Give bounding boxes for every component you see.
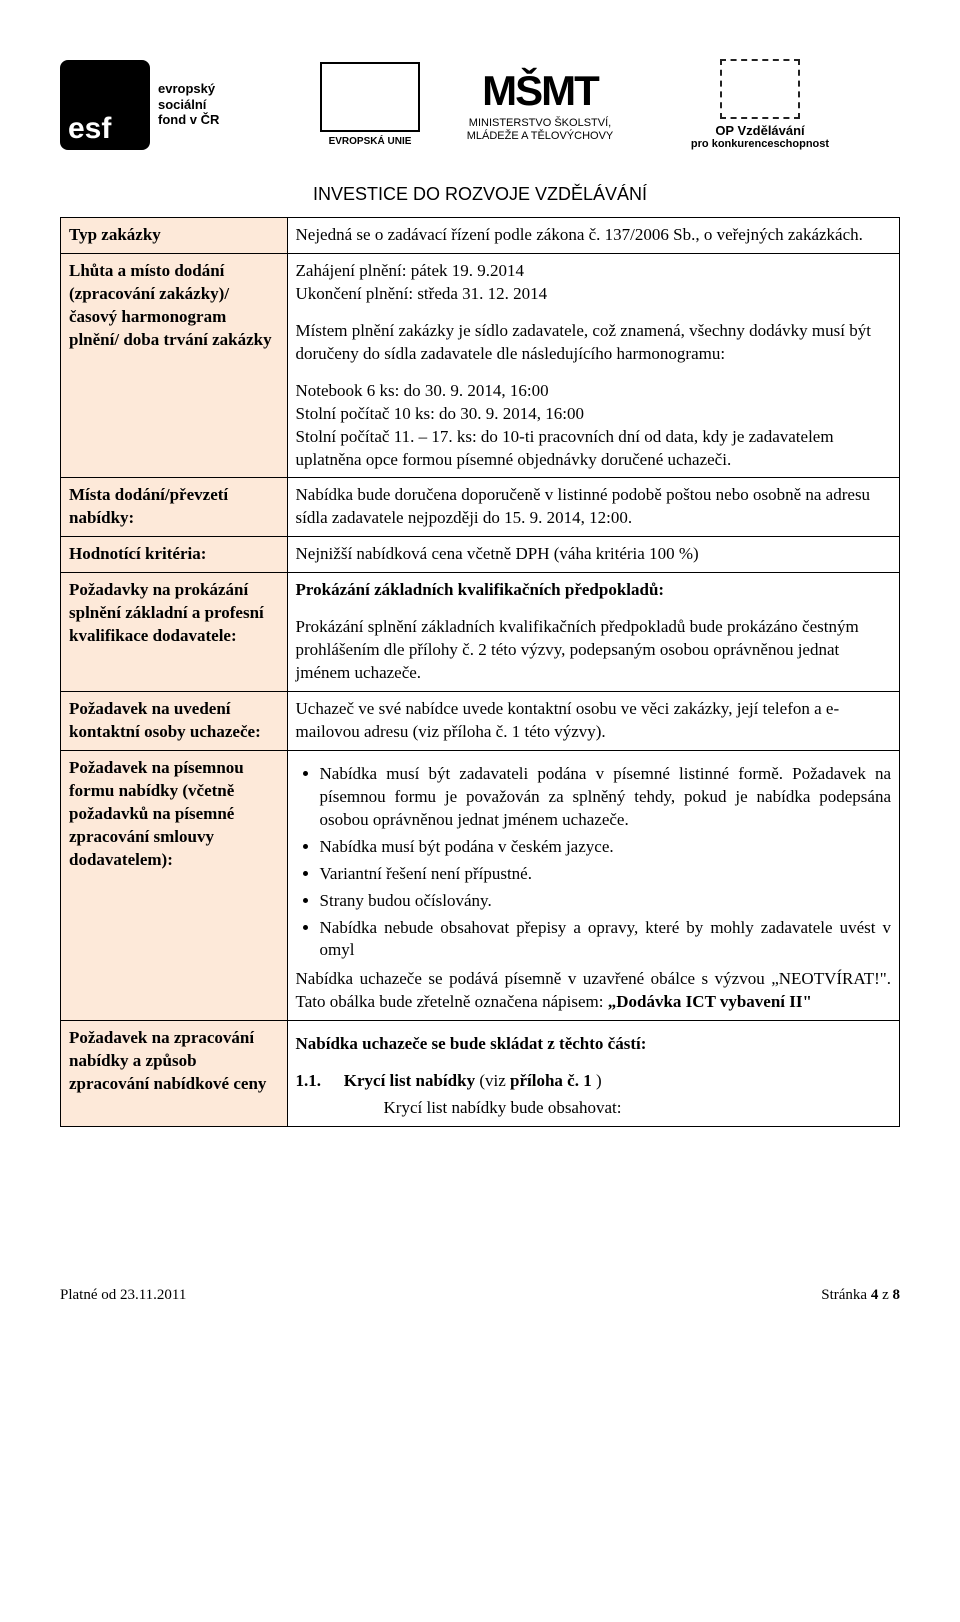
row-label: Lhůta a místo dodání (zpracování zakázky… [61,253,288,478]
footer-right: Stránka 4 z 8 [821,1287,900,1304]
page-footer: Platné od 23.11.2011 Stránka 4 z 8 [60,1287,900,1304]
item-number: 1.1. [296,1070,340,1093]
row-label: Požadavek na písemnou formu nabídky (vče… [61,750,288,1020]
table-row: Požadavek na uvedení kontaktní osoby uch… [61,692,900,751]
value-heading: Nabídka uchazeče se bude skládat z těcht… [296,1033,891,1056]
document-table: Typ zakázky Nejedná se o zadávací řízení… [60,217,900,1127]
value-line: Notebook 6 ks: do 30. 9. 2014, 16:00 [296,380,891,403]
row-value: Nabídka bude doručena doporučeně v listi… [287,478,899,537]
item-text: Krycí list nabídky [344,1071,480,1090]
footer-left: Platné od 23.11.2011 [60,1287,186,1304]
row-value: Uchazeč ve své nabídce uvede kontaktní o… [287,692,899,751]
text-run: ) [596,1071,602,1090]
value-line: Stolní počítač 11. – 17. ks: do 10-ti pr… [296,426,891,472]
value-paragraph: Prokázání splnění základních kvalifikačn… [296,616,891,685]
row-label: Typ zakázky [61,218,288,254]
table-row: Hodnotící kritéria: Nejnižší nabídková c… [61,537,900,573]
list-item: Variantní řešení není přípustné. [320,863,891,886]
numbered-item: 1.1. Krycí list nabídky (viz příloha č. … [296,1070,891,1093]
table-row: Lhůta a místo dodání (zpracování zakázky… [61,253,900,478]
sub-item: Krycí list nabídky bude obsahovat: [384,1097,891,1120]
msmt-glyph: MŠMT [440,66,640,116]
esf-text: evropský sociální fond v ČR [158,81,219,128]
footer-text: z [878,1287,892,1303]
list-item: Nabídka musí být podána v českém jazyce. [320,836,891,859]
spacer [296,602,891,616]
eu-label: EVROPSKÁ UNIE [329,136,412,147]
table-row: Požadavek na zpracování nabídky a způsob… [61,1021,900,1127]
esf-logo: evropský sociální fond v ČR [60,55,300,155]
op-icon [720,59,800,119]
op-line: OP Vzdělávání [660,123,860,138]
table-row: Typ zakázky Nejedná se o zadávací řízení… [61,218,900,254]
list-item: Nabídka musí být zadavateli podána v pís… [320,763,891,832]
value-line: Stolní počítač 10 ks: do 30. 9. 2014, 16… [296,403,891,426]
text-run: (viz [479,1071,510,1090]
row-value: Nejedná se o zadávací řízení podle zákon… [287,218,899,254]
esf-icon [60,60,150,150]
row-value: Nabídka uchazeče se bude skládat z těcht… [287,1021,899,1127]
row-value: Nejnižší nabídková cena včetně DPH (váha… [287,537,899,573]
row-value: Zahájení plnění: pátek 19. 9.2014 Ukonče… [287,253,899,478]
bullet-list: Nabídka musí být zadavateli podána v pís… [320,763,891,963]
msmt-line: MINISTERSTVO ŠKOLSTVÍ, [440,117,640,130]
value-paragraph: Místem plnění zakázky je sídlo zadavatel… [296,320,891,366]
value-heading: Prokázání základních kvalifikačních před… [296,579,891,602]
value-line: Zahájení plnění: pátek 19. 9.2014 [296,260,891,283]
header-tagline: INVESTICE DO ROZVOJE VZDĚLÁVÁNÍ [60,184,900,205]
esf-line: fond v ČR [158,112,219,128]
esf-line: evropský [158,81,219,97]
row-label: Místa dodání/převzetí nabídky: [61,478,288,537]
value-line: Ukončení plnění: středa 31. 12. 2014 [296,283,891,306]
row-value: Prokázání základních kvalifikačních před… [287,573,899,692]
header-logo-strip: evropský sociální fond v ČR EVROPSKÁ UNI… [60,30,900,180]
op-logo: OP Vzdělávání pro konkurenceschopnost [660,59,860,150]
row-value: Nabídka musí být zadavateli podána v pís… [287,750,899,1020]
list-item: Strany budou očíslovány. [320,890,891,913]
row-label: Požadavky na prokázání splnění základní … [61,573,288,692]
list-item: Nabídka nebude obsahovat přepisy a oprav… [320,917,891,963]
spacer [296,366,891,380]
spacer [296,1056,891,1070]
msmt-logo: MŠMT MINISTERSTVO ŠKOLSTVÍ, MLÁDEŽE A TĚ… [440,66,640,143]
text-bold: příloha č. 1 [510,1071,592,1090]
row-label: Požadavek na uvedení kontaktní osoby uch… [61,692,288,751]
page-total: 8 [893,1287,901,1303]
text-bold: „Dodávka ICT vybavení II" [608,992,812,1011]
esf-line: sociální [158,97,219,113]
document-page: evropský sociální fond v ČR EVROPSKÁ UNI… [0,0,960,1324]
footer-text: Stránka [821,1287,871,1303]
value-paragraph: Nabídka uchazeče se podává písemně v uza… [296,968,891,1014]
row-label: Požadavek na zpracování nabídky a způsob… [61,1021,288,1127]
table-row: Místa dodání/převzetí nabídky: Nabídka b… [61,478,900,537]
eu-logo: EVROPSKÁ UNIE [320,62,420,147]
op-line: pro konkurenceschopnost [660,138,860,150]
msmt-line: MLÁDEŽE A TĚLOVÝCHOVY [440,130,640,143]
row-label: Hodnotící kritéria: [61,537,288,573]
eu-flag-icon [320,62,420,132]
table-row: Požadavek na písemnou formu nabídky (vče… [61,750,900,1020]
spacer [296,306,891,320]
table-row: Požadavky na prokázání splnění základní … [61,573,900,692]
